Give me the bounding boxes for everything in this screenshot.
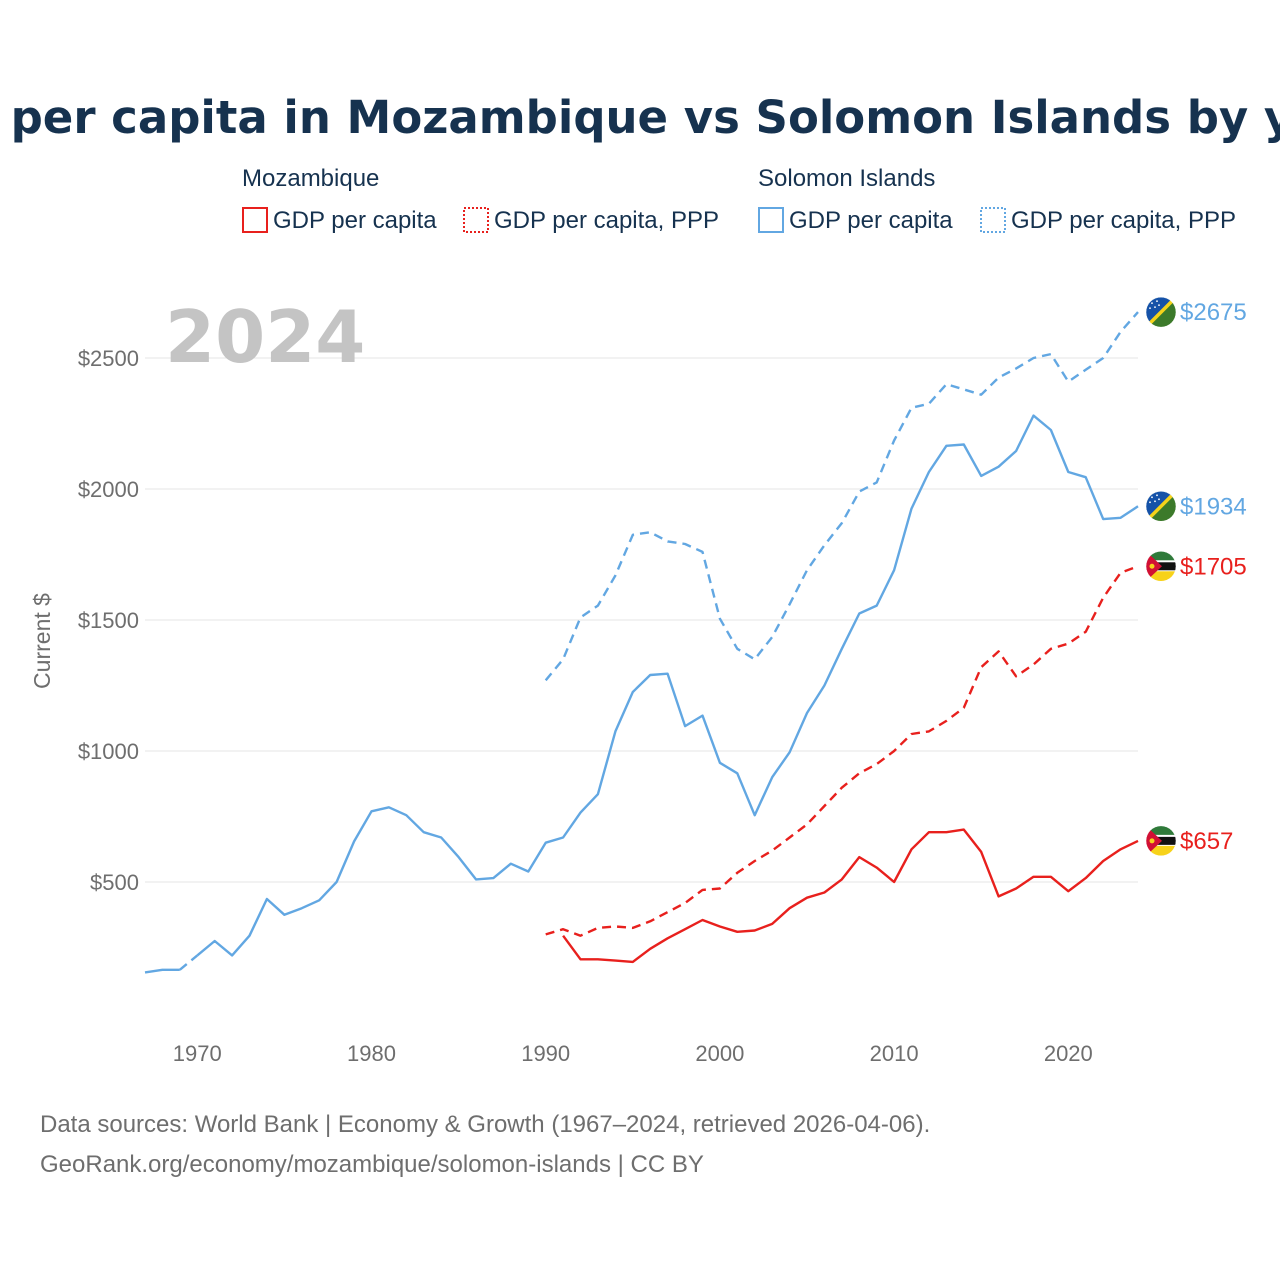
legend-item-solomon-gdp-ppp: GDP per capita, PPP: [1011, 207, 1236, 234]
x-tick-label: 1970: [173, 1041, 222, 1066]
legend-swatch-mozambique-gdp: [242, 207, 268, 233]
legend-item-mozambique-gdp-ppp: GDP per capita, PPP: [494, 207, 719, 234]
end-value-label: $1705: [1180, 553, 1247, 580]
legend-item-solomon-gdp: GDP per capita: [789, 207, 953, 234]
mozambique-flag-icon: [1145, 825, 1177, 857]
legend-swatch-solomon-gdp-ppp: [980, 207, 1006, 233]
series-line-solomon-islands-gdp-per-capita: [144, 968, 180, 974]
solomon-islands-flag-icon: [1145, 296, 1177, 328]
legend-swatch-solomon-gdp: [758, 207, 784, 233]
source-line-2: GeoRank.org/economy/mozambique/solomon-i…: [40, 1151, 704, 1178]
legend-group-mozambique: Mozambique: [242, 165, 379, 192]
y-tick-label: $2500: [78, 346, 139, 371]
x-axis-ticks: 1970 1980 1990 2000 2010 2020: [173, 1041, 1093, 1066]
series-line-solomon-islands-gdp-per-capita: [196, 414, 1139, 957]
y-tick-label: $2000: [78, 477, 139, 502]
x-tick-label: 1980: [347, 1041, 396, 1066]
chart-title: GDP per capita in Mozambique vs Solomon …: [0, 91, 1280, 144]
x-tick-label: 1990: [521, 1041, 570, 1066]
legend-item-mozambique-gdp: GDP per capita: [273, 207, 437, 234]
y-axis-ticks: $500 $1000 $1500 $2000 $2500: [78, 346, 139, 895]
end-value-label: $2675: [1180, 299, 1247, 326]
x-tick-label: 2020: [1044, 1041, 1093, 1066]
y-tick-label: $1000: [78, 739, 139, 764]
x-tick-label: 2000: [695, 1041, 744, 1066]
source-line-1: Data sources: World Bank | Economy & Gro…: [40, 1111, 930, 1138]
legend-swatch-mozambique-gdp-ppp: [463, 207, 489, 233]
end-value-label: $657: [1180, 828, 1233, 855]
series-line-mozambique-gdp-per-capita-ppp: [545, 565, 1139, 937]
end-markers: $2675 $1934 $1705 $657: [1145, 296, 1247, 857]
series-line-mozambique-gdp-per-capita: [562, 828, 1139, 964]
x-tick-label: 2010: [870, 1041, 919, 1066]
mozambique-flag-icon: [1145, 551, 1177, 582]
y-axis-title: Current $: [29, 593, 55, 689]
y-tick-label: $500: [90, 870, 139, 895]
gridlines: [145, 357, 1138, 883]
y-tick-label: $1500: [78, 608, 139, 633]
series-line-solomon-islands-gdp-per-capita: [179, 954, 199, 971]
end-value-label: $1934: [1180, 493, 1247, 520]
legend-group-solomon-islands: Solomon Islands: [758, 165, 935, 192]
solomon-islands-flag-icon: [1145, 491, 1177, 522]
series-line-solomon-islands-gdp-per-capita-ppp: [544, 311, 1139, 682]
year-label: 2024: [165, 295, 365, 379]
series-lines: [144, 311, 1139, 974]
legend: Mozambique GDP per capita GDP per capita…: [242, 165, 1236, 234]
